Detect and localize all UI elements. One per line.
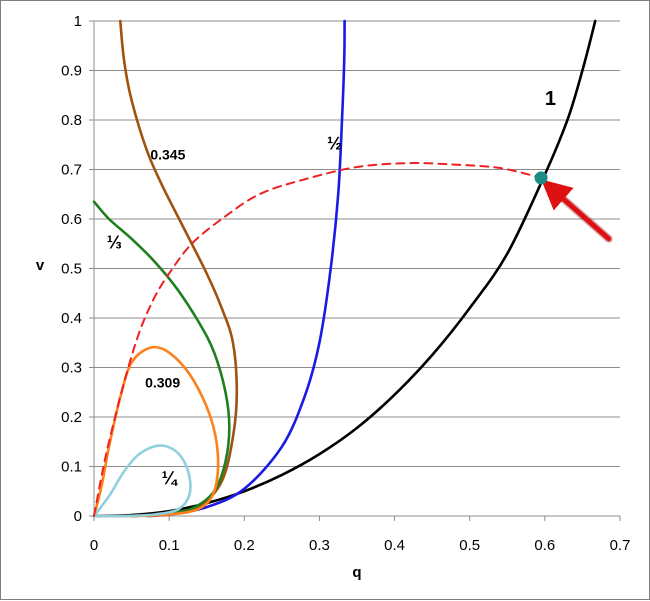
- x-tick-label: 0.4: [384, 537, 405, 554]
- x-tick-label: 0.6: [534, 537, 555, 554]
- y-tick-label: 0.7: [61, 162, 82, 179]
- curve-label: ¼: [162, 468, 179, 488]
- x-tick-label: 0.7: [610, 537, 631, 554]
- grid-lines: [94, 20, 620, 467]
- y-tick-label: 0.3: [61, 360, 82, 377]
- pointer-arrow: [541, 179, 612, 242]
- series-line-3: [92, 200, 231, 518]
- x-tick-label: 0.3: [309, 537, 330, 554]
- y-axis-label: v: [36, 257, 45, 274]
- curve-label: 0.345: [150, 147, 185, 163]
- x-tick-label: 0: [90, 537, 98, 554]
- series-line-1: [145, 19, 346, 518]
- y-tick-label: 0.8: [61, 112, 82, 129]
- y-tick-label: 0.6: [61, 211, 82, 228]
- series-line-5: [92, 444, 192, 518]
- curve-label: 1: [545, 88, 556, 110]
- intersection-marker: [534, 171, 548, 185]
- curve-label: ½: [327, 134, 342, 154]
- x-tick-label: 0.1: [159, 537, 180, 554]
- annotations: 1 ½ 0.345 ⅓ 0.309 ¼: [107, 88, 613, 488]
- y-tick-label: 0: [74, 508, 82, 525]
- y-tick-label: 0.9: [61, 63, 82, 80]
- y-tick-label: 1: [74, 13, 82, 30]
- curve-label: ⅓: [107, 233, 122, 253]
- y-tick-label: 0.5: [61, 261, 82, 278]
- x-tick-label: 0.2: [234, 537, 255, 554]
- x-tick-label: 0.5: [459, 537, 480, 554]
- x-axis-label: q: [352, 564, 361, 581]
- curve-label: 0.309: [145, 374, 180, 390]
- y-tick-label: 0.1: [61, 459, 82, 476]
- series-line-0: [92, 19, 597, 518]
- axes: 00.10.20.30.40.50.60.70.80.910 0.1 0.2 0.3 0…: [61, 13, 630, 554]
- series-lines: [92, 19, 597, 518]
- y-tick-label: 0.4: [61, 310, 82, 327]
- y-tick-label: 0.2: [61, 409, 82, 426]
- series-line-6: [93, 162, 543, 517]
